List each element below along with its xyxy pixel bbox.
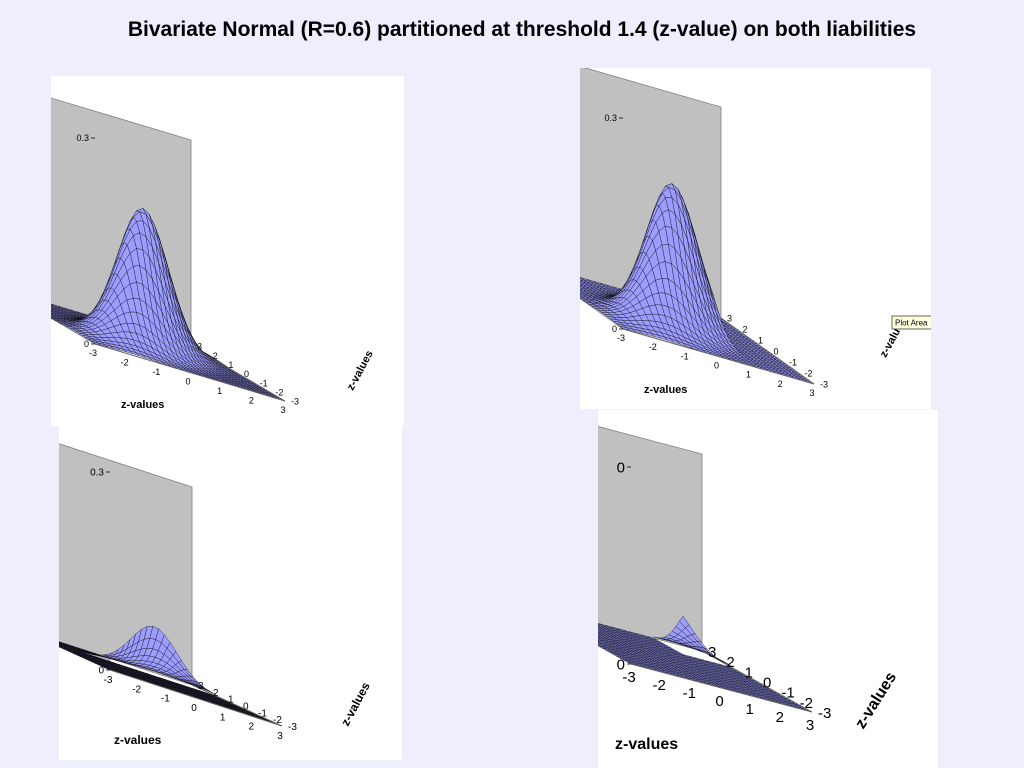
x-tick-label: 2 [249, 396, 254, 406]
x-tick-label: -3 [104, 675, 113, 686]
z-tick-label: 0.3 [76, 133, 89, 143]
chart-panel-below-threshold: 0 0.3 -3 -2 -1 0 1 2 3 -3 -2 -1 0 1 2 3 z-values z-values… [580, 68, 931, 409]
y-tick-label: 2 [743, 325, 748, 335]
y-tick-label: 0 [244, 369, 249, 379]
y-axis-title: z-values [852, 669, 900, 732]
y-axis-title: z-values [345, 349, 376, 393]
y-tick-label: 1 [758, 336, 763, 346]
x-tick-label: -3 [622, 669, 635, 686]
y-tick-label: -2 [800, 695, 813, 712]
y-tick-label: -3 [291, 397, 299, 407]
x-tick-label: 1 [217, 386, 222, 396]
y-tick-label: 3 [198, 681, 204, 692]
plot-area-tooltip: Plot Area [891, 315, 931, 330]
x-tick-label: -2 [649, 342, 657, 352]
y-tick-label: -2 [275, 387, 283, 397]
y-axis-line [720, 317, 815, 385]
y-axis-line [190, 345, 286, 402]
x-tick-label: -3 [617, 333, 625, 343]
x-tick-label: -1 [152, 367, 160, 377]
y-tick-label: -2 [805, 369, 813, 379]
surface-mesh [59, 625, 283, 727]
y-tick-label: 1 [228, 360, 233, 370]
y-tick-label: -1 [789, 358, 797, 368]
x-axis-title: z-values [121, 399, 164, 411]
z-tick-label: 0 [617, 656, 625, 673]
y-tick-label: 3 [197, 342, 202, 352]
x-tick-label: 0 [714, 361, 719, 371]
y-tick-label: -1 [781, 685, 794, 702]
x-axis-title: z-values [644, 384, 687, 396]
x-tick-label: -1 [161, 694, 170, 705]
y-tick-label: -1 [260, 378, 268, 388]
x-tick-label: 1 [746, 370, 751, 380]
surface-chart-svg: 00.3-3-2-10123-3-2-10123z-valuesz-values… [580, 68, 931, 398]
x-tick-label: -3 [89, 348, 97, 358]
y-tick-label: -3 [288, 722, 297, 733]
z-tick-label: 0.3 [90, 468, 104, 479]
y-axis-title: z-values [338, 680, 373, 729]
x-axis-line [109, 669, 283, 727]
x-axis-line [630, 663, 813, 713]
y-axis-line [191, 684, 283, 727]
back-wall [598, 426, 703, 652]
x-tick-label: 3 [277, 731, 283, 742]
x-tick-label: 3 [280, 405, 285, 415]
y-tick-label: 3 [708, 644, 716, 661]
x-tick-label: 0 [191, 703, 197, 714]
chart-panel-upper-y-region: 0 0.3 -3 -2 -1 0 1 2 3 -3 -2 -1 0 1 2 3 z-values z-values [59, 424, 402, 760]
y-tick-label: 1 [228, 695, 234, 706]
x-tick-label: 3 [809, 388, 814, 398]
z-tick-label: 0.3 [604, 113, 617, 123]
y-tick-label: 3 [727, 314, 732, 324]
back-wall [59, 443, 193, 686]
x-tick-label: 0 [715, 693, 723, 710]
surface-mesh [580, 183, 815, 385]
surface-cell [721, 660, 732, 667]
z-tick-label: 0 [84, 339, 89, 349]
y-tick-label: -3 [820, 380, 828, 390]
x-tick-label: -2 [132, 684, 141, 695]
x-tick-label: 3 [806, 717, 814, 734]
x-axis-line [622, 328, 815, 385]
x-tick-label: -2 [121, 358, 129, 368]
y-tick-label: 2 [213, 688, 219, 699]
x-tick-label: 2 [776, 709, 784, 726]
y-tick-label: 1 [745, 664, 753, 681]
x-tick-label: 1 [745, 701, 753, 718]
x-tick-label: -2 [652, 677, 665, 694]
x-axis-title: z-values [114, 733, 162, 747]
z-tick-label: 0 [617, 459, 625, 476]
y-tick-label: 2 [726, 654, 734, 671]
x-tick-label: -1 [683, 685, 696, 702]
y-tick-label: 0 [763, 675, 771, 692]
y-tick-label: -1 [258, 708, 267, 719]
x-tick-label: -1 [681, 351, 689, 361]
x-tick-label: 0 [185, 377, 190, 387]
z-tick-label: 0 [98, 666, 104, 677]
y-axis-line [701, 650, 813, 713]
surface-cell [207, 689, 217, 695]
x-axis-title: z-values [615, 736, 678, 753]
y-tick-label: -3 [818, 705, 831, 722]
svg-text:Plot Area: Plot Area [895, 319, 928, 328]
chart-panel-joint-tail-region: 0 0 -3 -2 -1 0 1 2 3 -3 -2 -1 0 1 2 3 z-values z-values [598, 410, 938, 768]
x-axis-line [94, 343, 286, 402]
y-tick-label: 2 [213, 351, 218, 361]
y-tick-label: -2 [273, 715, 282, 726]
x-tick-label: 1 [220, 712, 226, 723]
surface-mesh [51, 208, 286, 402]
x-tick-label: 2 [778, 379, 783, 389]
y-tick-label: 0 [243, 702, 249, 713]
surface-mesh [598, 615, 813, 713]
chart-panel-full-distribution: 0 0.3 -3 -2 -1 0 1 2 3 -3 -2 -1 0 1 2 3 z-values z-values [51, 76, 404, 426]
x-tick-label: 2 [249, 722, 255, 733]
z-tick-label: 0 [612, 324, 617, 334]
y-tick-label: 0 [774, 347, 779, 357]
slide-title: Bivariate Normal (R=0.6) partitioned at … [127, 18, 917, 41]
